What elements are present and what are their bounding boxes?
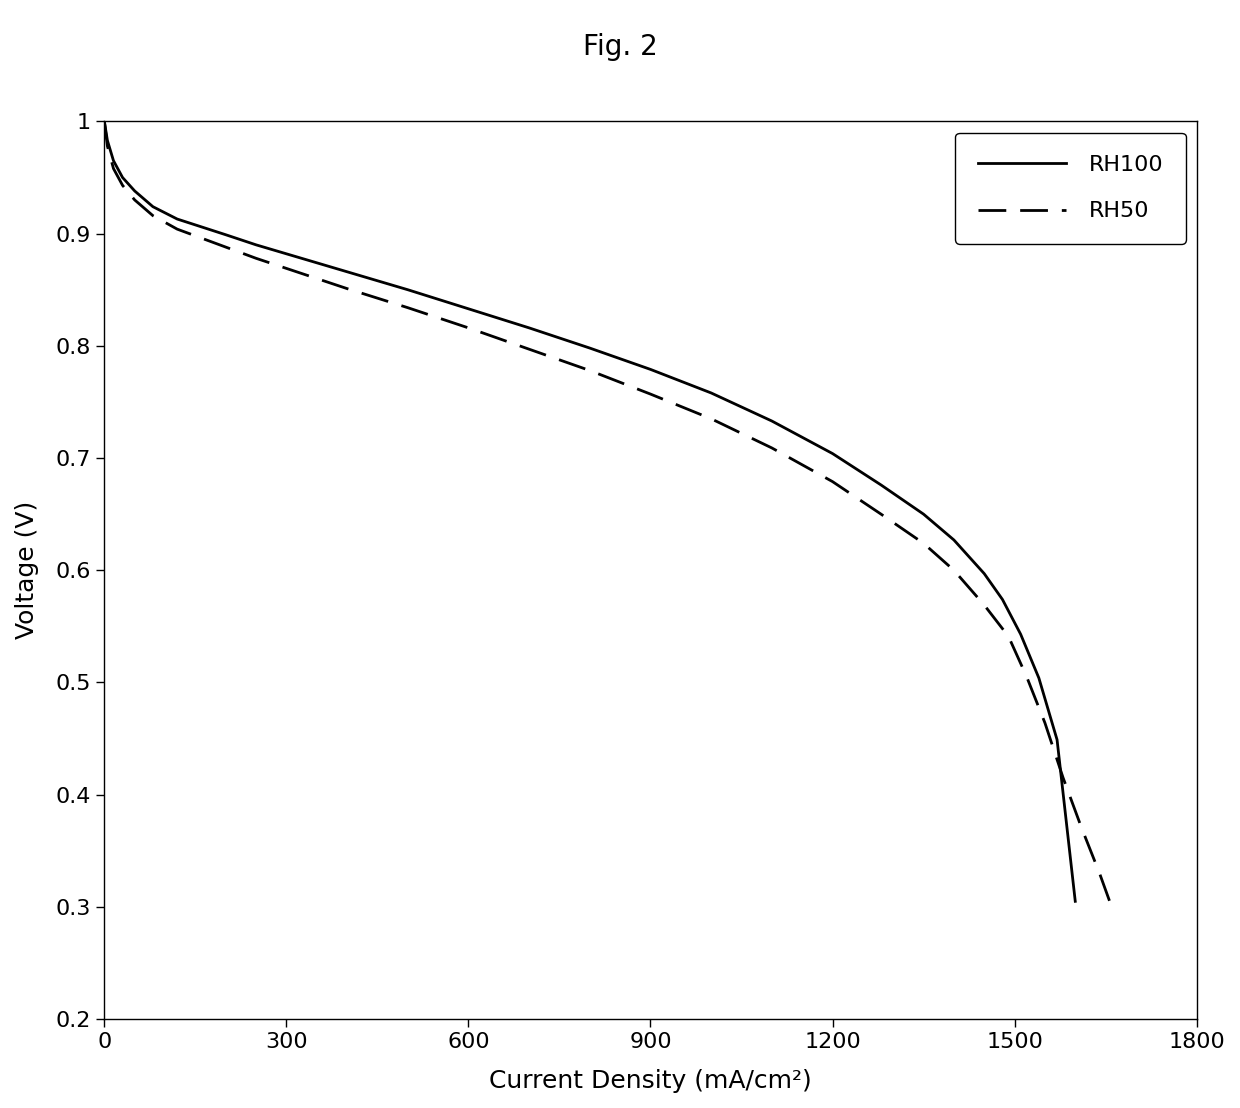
RH100 <box>1013 627 1028 640</box>
RH50 <box>583 363 598 377</box>
Y-axis label: Voltage (V): Voltage (V) <box>15 501 38 639</box>
RH100 <box>1032 671 1047 685</box>
RH100 <box>994 593 1009 606</box>
X-axis label: Current Density (mA/cm²): Current Density (mA/cm²) <box>489 1069 812 1092</box>
RH100 <box>107 154 122 167</box>
RH50 <box>340 281 355 295</box>
RH100 <box>218 228 233 242</box>
RH100 <box>916 507 931 521</box>
RH100 <box>100 134 115 147</box>
RH50 <box>1038 716 1053 729</box>
RH50 <box>1092 866 1107 880</box>
RH50 <box>401 301 415 315</box>
RH50 <box>461 321 476 335</box>
RH100 <box>145 201 160 214</box>
RH100 <box>764 414 779 428</box>
RH100 <box>170 213 185 226</box>
RH100 <box>128 184 143 197</box>
RH100 <box>279 247 294 260</box>
RH50 <box>522 342 537 356</box>
RH50 <box>916 536 931 550</box>
RH50 <box>193 232 208 245</box>
RH100 <box>977 567 992 581</box>
RH100 <box>874 479 889 492</box>
RH50 <box>644 388 658 401</box>
RH100 <box>97 115 112 129</box>
RH100 <box>401 283 415 296</box>
RH50 <box>145 209 160 223</box>
RH50 <box>128 193 143 206</box>
RH100 <box>193 220 208 234</box>
RH100 <box>1068 894 1083 907</box>
RH50 <box>115 178 130 192</box>
RH100 <box>249 238 264 252</box>
RH50 <box>107 162 122 175</box>
RH100 <box>583 341 598 355</box>
RH50 <box>874 507 889 521</box>
Line: RH100: RH100 <box>104 122 1075 901</box>
RH50 <box>100 140 115 153</box>
RH50 <box>218 240 233 254</box>
RH100 <box>522 321 537 335</box>
RH50 <box>977 598 992 612</box>
RH50 <box>825 475 839 489</box>
RH50 <box>1001 629 1016 643</box>
RH50 <box>249 252 264 265</box>
RH50 <box>764 441 779 454</box>
Line: RH50: RH50 <box>104 122 1112 907</box>
RH50 <box>1019 670 1034 684</box>
RH100 <box>461 302 476 316</box>
RH50 <box>1055 771 1070 784</box>
RH100 <box>644 362 658 376</box>
RH100 <box>1049 733 1064 747</box>
RH50 <box>279 261 294 275</box>
Legend: RH100, RH50: RH100, RH50 <box>955 133 1185 244</box>
RH50 <box>97 115 112 129</box>
RH50 <box>704 412 719 425</box>
RH100 <box>340 265 355 278</box>
Text: Fig. 2: Fig. 2 <box>583 33 657 61</box>
RH100 <box>115 171 130 184</box>
RH50 <box>170 223 185 236</box>
RH100 <box>704 387 719 400</box>
RH50 <box>1105 901 1120 914</box>
RH50 <box>1074 821 1089 834</box>
RH100 <box>946 533 961 546</box>
RH50 <box>946 564 961 577</box>
RH100 <box>825 447 839 460</box>
